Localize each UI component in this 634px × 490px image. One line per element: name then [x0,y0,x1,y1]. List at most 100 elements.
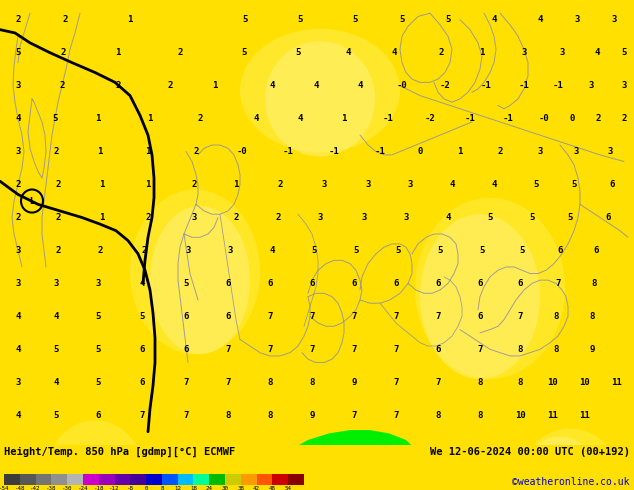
Text: 5: 5 [571,180,577,189]
Text: 11: 11 [611,378,621,387]
Text: 30: 30 [221,487,228,490]
Text: 8: 8 [477,378,482,387]
Text: 38: 38 [237,487,244,490]
Text: -54: -54 [0,487,10,490]
Text: 2: 2 [53,147,59,156]
Text: 5: 5 [183,279,189,288]
Text: 1: 1 [115,48,120,57]
Text: 7: 7 [351,345,357,354]
Text: 6: 6 [605,213,611,222]
Text: 5: 5 [311,246,317,255]
Bar [162,474,178,485]
Ellipse shape [150,206,250,354]
Text: 3: 3 [317,213,323,222]
Text: 1: 1 [97,147,103,156]
Text: 8: 8 [553,345,559,354]
Text: 2: 2 [497,147,503,156]
Bar [20,474,36,485]
Text: 6: 6 [393,279,399,288]
Text: 4: 4 [491,15,496,24]
Text: 7: 7 [268,312,273,321]
Text: 5: 5 [95,378,101,387]
Text: 12: 12 [174,487,181,490]
Text: 2: 2 [15,213,21,222]
Text: 5: 5 [15,48,21,57]
Text: 2: 2 [145,213,151,222]
Text: 7: 7 [268,345,273,354]
Text: 7: 7 [225,378,231,387]
Text: 3: 3 [365,180,371,189]
Bar [288,474,304,485]
Text: 5: 5 [95,345,101,354]
Text: 6: 6 [95,411,101,420]
Text: 3: 3 [574,15,579,24]
Text: 11: 11 [579,411,590,420]
Text: 3: 3 [321,180,327,189]
Text: 6: 6 [436,279,441,288]
Ellipse shape [45,420,145,490]
Text: 2: 2 [438,48,444,57]
Ellipse shape [420,214,540,379]
Text: 2: 2 [275,213,281,222]
Bar [83,474,99,485]
Text: -1: -1 [465,114,476,123]
Text: 6: 6 [139,378,145,387]
Text: 3: 3 [407,180,413,189]
Text: Height/Temp. 850 hPa [gdmp][°C] ECMWF: Height/Temp. 850 hPa [gdmp][°C] ECMWF [4,447,235,457]
Text: 2: 2 [233,213,238,222]
Text: 5: 5 [488,213,493,222]
Bar [193,474,209,485]
Text: -2: -2 [425,114,436,123]
Text: 4: 4 [594,48,600,57]
Text: 5: 5 [53,411,59,420]
Bar [209,474,225,485]
Text: -1: -1 [519,81,529,90]
Text: 2: 2 [60,81,65,90]
Bar [225,474,241,485]
Text: 2: 2 [595,114,600,123]
Text: 8: 8 [309,378,314,387]
Text: 1: 1 [479,48,484,57]
Text: -0: -0 [397,81,408,90]
Text: 7: 7 [183,411,189,420]
Text: -24: -24 [78,487,88,490]
Text: 10: 10 [547,378,557,387]
Bar [146,474,162,485]
Text: 1: 1 [212,81,217,90]
Text: -0: -0 [236,147,247,156]
Text: 3: 3 [361,213,366,222]
Text: 6: 6 [351,279,357,288]
Text: 6: 6 [139,345,145,354]
Text: 2: 2 [197,114,203,123]
Text: 7: 7 [351,411,357,420]
Text: 54: 54 [285,487,292,490]
Text: 5: 5 [621,48,626,57]
Text: -1: -1 [383,114,393,123]
Text: 2: 2 [15,180,21,189]
Text: 24: 24 [206,487,213,490]
Text: 3: 3 [15,378,21,387]
Text: 7: 7 [393,378,399,387]
Text: 0: 0 [569,114,574,123]
Text: 4: 4 [450,180,455,189]
Text: 1: 1 [147,114,153,123]
Text: 8: 8 [225,411,231,420]
Text: 7: 7 [393,312,399,321]
Text: 6: 6 [225,279,231,288]
Text: -0: -0 [539,114,550,123]
Text: 1: 1 [100,213,105,222]
Text: We 12-06-2024 00:00 UTC (00+192): We 12-06-2024 00:00 UTC (00+192) [430,447,630,457]
Text: 2: 2 [178,48,183,57]
Text: 3: 3 [521,48,527,57]
Ellipse shape [515,437,605,490]
Text: 1: 1 [95,114,101,123]
Bar [4,474,20,485]
Text: 5: 5 [297,15,302,24]
Text: 7: 7 [139,411,145,420]
Text: -1: -1 [283,147,294,156]
Polygon shape [198,430,436,490]
Text: 3: 3 [228,246,233,255]
Text: 4: 4 [139,279,145,288]
Text: 0: 0 [417,147,423,156]
Text: 5: 5 [242,48,247,57]
